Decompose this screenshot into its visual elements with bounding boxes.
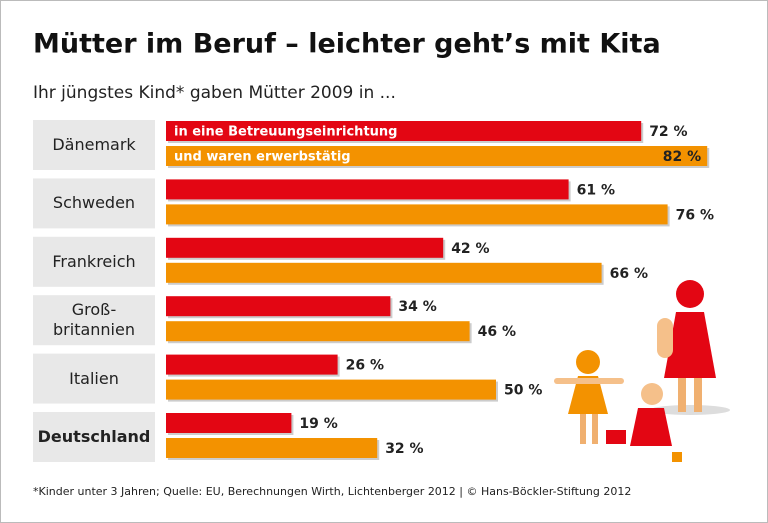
bar — [166, 262, 602, 283]
value-label: 66 % — [610, 266, 648, 282]
category-box — [33, 353, 155, 404]
bar — [166, 321, 470, 342]
bar — [166, 379, 496, 400]
value-label: 72 % — [649, 124, 687, 140]
category-label: Italien — [69, 368, 119, 388]
value-label: 76 % — [676, 207, 714, 223]
bar — [166, 413, 292, 433]
category-box — [33, 236, 155, 287]
chart-title: Mütter im Beruf – leichter geht’s mit Ki… — [33, 29, 661, 60]
category-label: Groß- britannien — [53, 300, 135, 340]
category-label: Frankreich — [52, 251, 136, 271]
chart-subtitle: Ihr jüngstes Kind* gaben Mütter 2009 in … — [33, 83, 396, 103]
value-label: 46 % — [478, 324, 516, 340]
category-label: Deutschland — [37, 427, 151, 446]
legend-label: in eine Betreuungseinrichtung — [174, 125, 397, 140]
value-label: 50 % — [504, 383, 542, 399]
bar — [166, 354, 338, 375]
value-label: 32 % — [385, 441, 423, 457]
value-label: 26 % — [346, 358, 384, 374]
category-box — [33, 120, 155, 170]
illustration — [554, 280, 730, 462]
category-label: Dänemark — [52, 135, 136, 154]
bar — [166, 121, 642, 141]
footnote: *Kinder unter 3 Jahren; Quelle: EU, Bere… — [33, 485, 631, 498]
value-label: 34 % — [398, 299, 436, 315]
bar — [166, 204, 668, 225]
legend-label: und waren erwerbstätig — [174, 150, 351, 165]
bar — [166, 179, 569, 200]
bar — [166, 438, 378, 458]
bar — [166, 146, 708, 166]
category-box — [33, 295, 155, 346]
bar — [166, 296, 391, 317]
value-label: 42 % — [451, 241, 489, 257]
bar — [166, 237, 444, 258]
value-label: 19 % — [299, 416, 337, 432]
category-box — [33, 412, 155, 462]
value-label: 61 % — [577, 182, 615, 198]
category-label: Schweden — [52, 193, 136, 213]
category-box — [33, 178, 155, 229]
value-label: 82 % — [663, 149, 701, 165]
